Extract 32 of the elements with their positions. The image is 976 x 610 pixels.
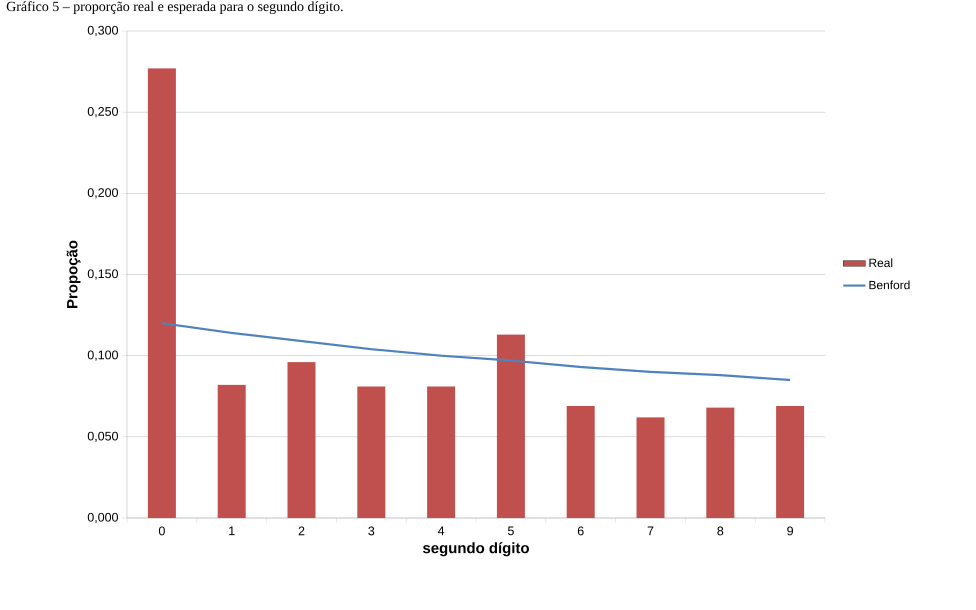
y-tick-label: 0,200 — [88, 188, 118, 198]
bar — [218, 384, 246, 518]
bar — [357, 386, 386, 518]
x-tick-label: 6 — [578, 526, 584, 536]
x-tick-label: 2 — [298, 526, 304, 536]
x-tick-label: 9 — [787, 526, 793, 536]
bar — [776, 406, 804, 518]
x-tick-label: 1 — [229, 526, 235, 536]
legend-label: Real — [869, 258, 892, 268]
x-tick-label: 0 — [158, 526, 165, 536]
bar — [496, 334, 525, 518]
y-tick-label: 0,250 — [88, 107, 118, 118]
x-tick-label: 7 — [648, 526, 654, 536]
bar — [288, 362, 316, 518]
y-tick-label: 0,150 — [88, 269, 118, 280]
bar — [636, 417, 665, 518]
bar — [706, 408, 734, 518]
x-tick-label: 4 — [438, 526, 444, 536]
bar — [148, 68, 176, 518]
y-tick-label: 0,300 — [88, 26, 118, 36]
y-tick-label: 0,050 — [88, 432, 118, 442]
x-tick-label: 5 — [508, 526, 514, 536]
x-axis-title: segundo dígito — [423, 542, 529, 556]
x-tick-label: 3 — [368, 526, 374, 536]
y-tick-label: 0,000 — [88, 512, 118, 524]
legend-label: Benford — [869, 280, 910, 290]
x-tick-label: 8 — [717, 526, 724, 536]
y-tick-label: 0,100 — [88, 350, 118, 361]
y-axis-title: Propoção — [66, 240, 80, 308]
bar — [427, 386, 456, 518]
bar — [566, 406, 595, 518]
chart-title: Gráfico 5 – proporção real e esperada para o segundo dígito. — [6, 1, 343, 14]
